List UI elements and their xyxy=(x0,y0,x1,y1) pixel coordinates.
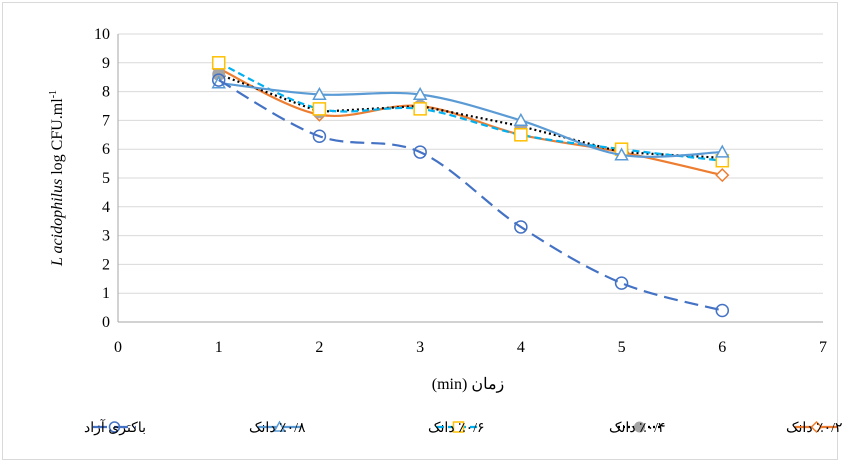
x-tick-label-2: 2 xyxy=(315,339,323,356)
y-tick-label-3: 3 xyxy=(102,228,110,245)
series-2-point-2 xyxy=(312,102,327,116)
series-3-point-6 xyxy=(715,144,730,158)
x-tick-label-4: 4 xyxy=(517,339,525,356)
series-2-point-1 xyxy=(211,56,226,70)
y-tick-label-0: 0 xyxy=(102,314,110,331)
series-2-point-4 xyxy=(514,128,528,142)
series-4-point-5 xyxy=(614,276,629,290)
series-4-point-2 xyxy=(312,129,327,143)
series-4 xyxy=(211,73,730,318)
tick-labels: 0 1 2 3 4 5 6 7 8 9 10 0 1 2 3 4 5 6 7 xyxy=(94,26,827,356)
y-tick-label-2: 2 xyxy=(102,256,110,273)
chart-frame xyxy=(2,2,838,460)
x-axis-label: زمان (min) xyxy=(432,376,504,393)
series-4-point-4 xyxy=(514,220,528,234)
series-3-point-3 xyxy=(412,86,428,101)
legend-item-1: ٪۰/۴ دانک xyxy=(609,421,666,436)
x-tick-label-6: 6 xyxy=(718,339,726,356)
series-4-line xyxy=(218,79,723,312)
x-tick-label-7: 7 xyxy=(819,339,827,356)
y-tick-label-6: 6 xyxy=(102,141,110,158)
axes xyxy=(117,34,823,323)
legend-label-2: ٪۰/۶ دانک xyxy=(428,421,485,436)
legend-item-4: باکتری آزاد xyxy=(84,418,146,436)
legend: ٪۰/۲ دانک ٪۰/۴ دانک ٪۰/۶ دانک ٪۰/۸ دانک باکت… xyxy=(84,418,843,436)
series-4-point-3 xyxy=(413,145,427,159)
y-tick-label-9: 9 xyxy=(102,55,110,72)
gridlines xyxy=(118,33,823,294)
y-tick-label-10: 10 xyxy=(94,26,110,43)
series-layer xyxy=(211,56,730,318)
series-3-line xyxy=(218,81,723,158)
legend-label-1: ٪۰/۴ دانک xyxy=(609,421,666,436)
y-tick-label-5: 5 xyxy=(102,170,110,187)
series-0-line xyxy=(218,67,723,177)
series-2-point-3 xyxy=(413,102,427,116)
legend-swatch-marker-2 xyxy=(452,421,465,433)
x-tick-label-5: 5 xyxy=(618,339,626,356)
series-4-point-6 xyxy=(715,303,730,318)
series-0-point-6 xyxy=(715,168,730,183)
legend-swatch-marker-0 xyxy=(810,420,823,434)
x-tick-label-0: 0 xyxy=(114,339,122,356)
series-2 xyxy=(211,56,730,168)
y-tick-label-1: 1 xyxy=(102,285,110,302)
y-tick-label-7: 7 xyxy=(102,112,110,129)
legend-item-3: ٪۰/۸ دانک xyxy=(249,420,306,436)
series-4-point-1 xyxy=(211,73,226,87)
y-axis-label: L acidophilus log CFU.ml-1 xyxy=(48,90,66,267)
series-3-point-4 xyxy=(513,112,529,126)
y-axis-label-italic: L acidophilus xyxy=(49,179,66,267)
y-tick-label-4: 4 xyxy=(102,199,110,216)
y-axis-label-rest: log CFU.ml xyxy=(49,98,66,179)
series-3-point-5 xyxy=(614,147,629,161)
x-tick-label-3: 3 xyxy=(416,339,424,356)
series-1-line xyxy=(218,73,723,159)
legend-swatch-marker-4 xyxy=(108,421,121,433)
legend-label-0: ٪۰/۲ دانک xyxy=(786,421,843,436)
series-3-point-2 xyxy=(312,86,327,101)
y-tick-label-8: 8 xyxy=(102,84,110,101)
legend-label-3: ٪۰/۸ دانک xyxy=(249,421,306,436)
x-tick-label-1: 1 xyxy=(215,339,223,356)
legend-swatch-marker-3 xyxy=(273,420,286,432)
legend-item-0: ٪۰/۲ دانک xyxy=(786,420,843,436)
series-2-line xyxy=(218,61,723,162)
legend-swatch-marker-1 xyxy=(634,421,645,433)
y-axis-label-sup: -1 xyxy=(48,90,59,98)
legend-label-4: باکتری آزاد xyxy=(84,418,146,436)
legend-item-2: ٪۰/۶ دانک xyxy=(428,421,485,436)
